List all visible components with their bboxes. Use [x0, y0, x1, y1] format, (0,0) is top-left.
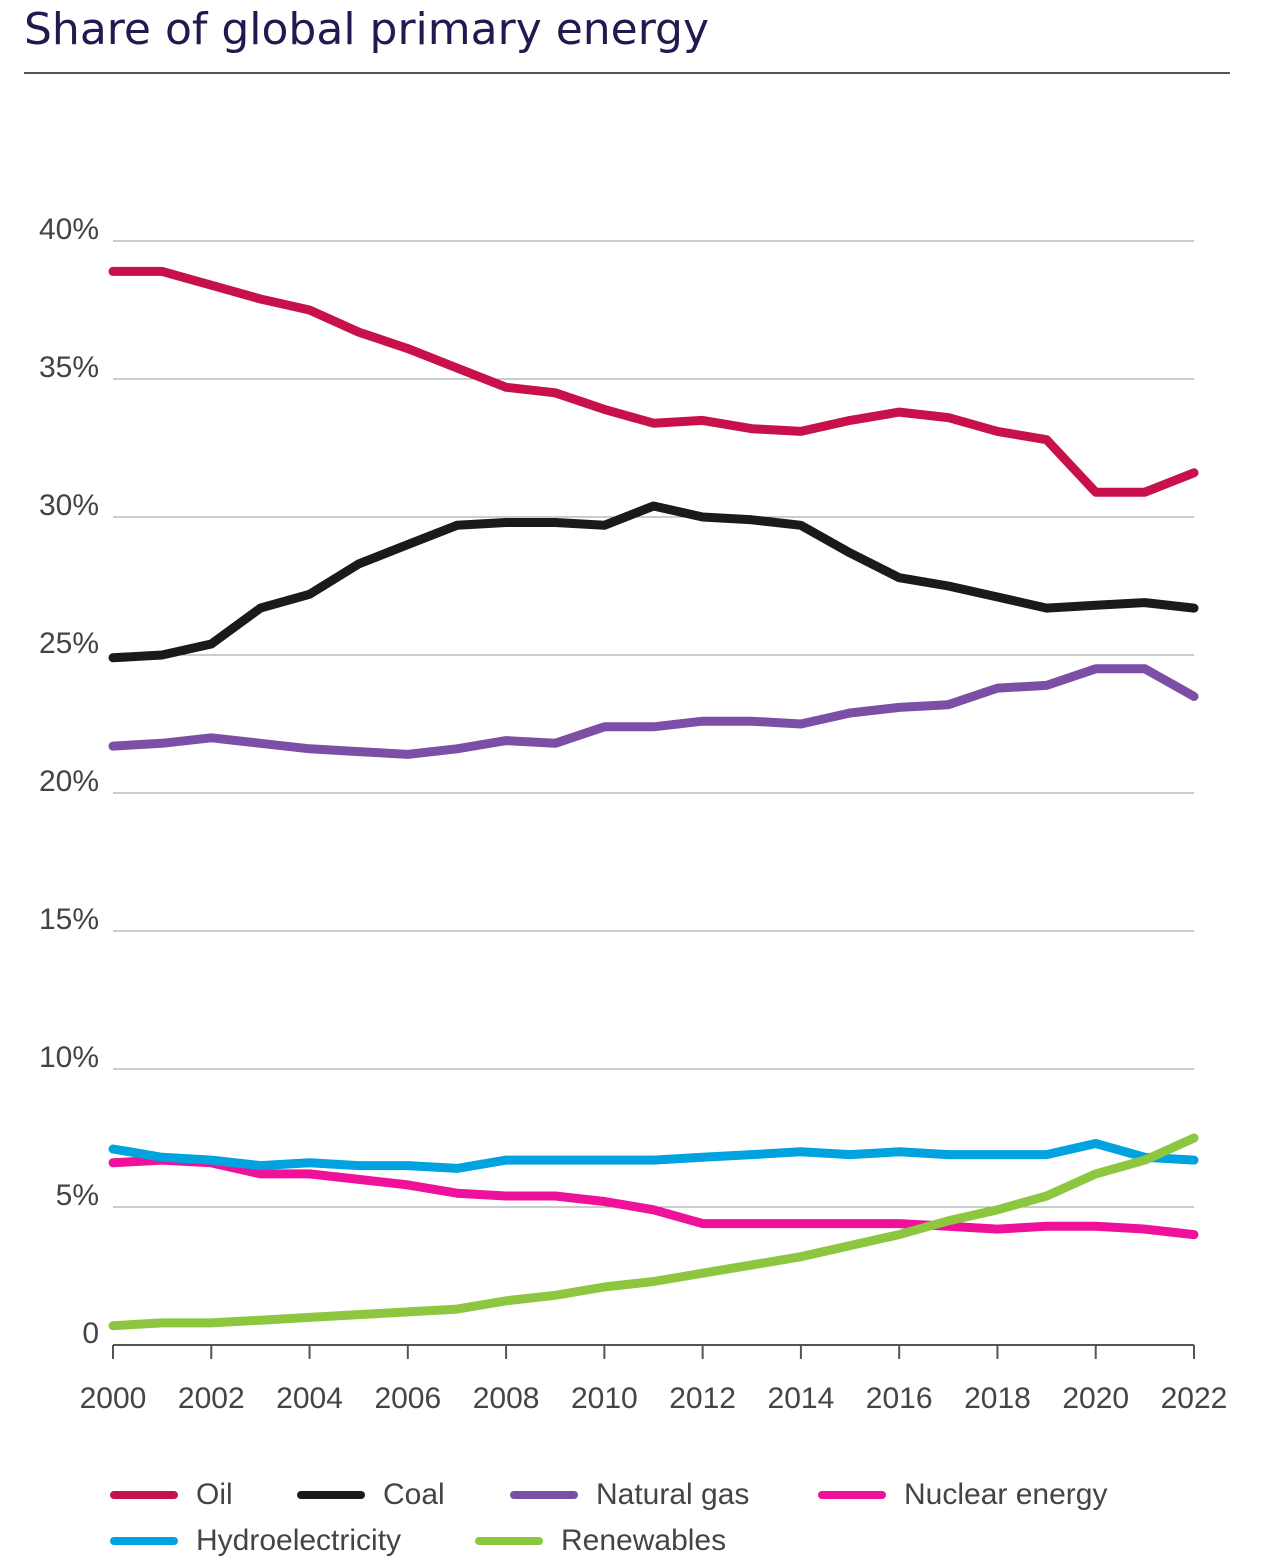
x-tick-label: 2022 — [1161, 1382, 1228, 1415]
chart-title: Share of global primary energy — [24, 4, 710, 55]
legend-label-nuclear-energy: Nuclear energy — [904, 1478, 1108, 1511]
x-tick-label: 2002 — [178, 1382, 245, 1415]
series-line-hydroelectricity — [108, 1139, 1199, 1173]
legend-item-renewables: Renewables — [475, 1521, 726, 1561]
x-tick-label: 2018 — [964, 1382, 1031, 1415]
y-tick-label: 35% — [39, 351, 99, 384]
x-tick-label: 2000 — [80, 1382, 147, 1415]
series-line-oil — [108, 266, 1199, 497]
series-line-natural-gas — [108, 664, 1199, 759]
x-tick-label: 2014 — [768, 1382, 835, 1415]
y-tick-label: 30% — [39, 489, 99, 522]
legend-item-oil: Oil — [110, 1475, 233, 1515]
legend-label-hydroelectricity: Hydroelectricity — [196, 1524, 402, 1557]
legend-item-natural-gas: Natural gas — [510, 1475, 749, 1515]
x-axis-ticks: 2000 2002 2004 2006 2008 2010 2012 2014 2016 2018… — [80, 1345, 1228, 1415]
legend-item-coal: Coal — [297, 1475, 445, 1515]
legend-swatch-nuclear-energy — [818, 1491, 886, 1499]
y-axis-ticks: 0 5% 10% 15% 20% 25% 30% 35% 40% — [39, 213, 99, 1350]
legend-swatch-renewables — [475, 1537, 543, 1545]
legend-swatch-hydroelectricity — [110, 1537, 178, 1545]
y-tick-label: 25% — [39, 627, 99, 660]
legend-swatch-oil — [110, 1491, 178, 1499]
y-tick-label: 15% — [39, 903, 99, 936]
series-line-nuclear-energy — [108, 1155, 1199, 1240]
y-tick-label: 20% — [39, 765, 99, 798]
x-tick-label: 2006 — [374, 1382, 441, 1415]
x-tick-label: 2012 — [669, 1382, 736, 1415]
legend-label-coal: Coal — [383, 1478, 445, 1511]
y-tick-label: 40% — [39, 213, 99, 246]
x-tick-label: 2004 — [276, 1382, 343, 1415]
series-line-renewables — [108, 1133, 1199, 1331]
x-tick-label: 2008 — [473, 1382, 540, 1415]
x-tick-label: 2010 — [571, 1382, 638, 1415]
x-tick-label: 2016 — [866, 1382, 933, 1415]
legend-item-nuclear-energy: Nuclear energy — [818, 1475, 1107, 1515]
y-tick-label: 0 — [82, 1317, 99, 1350]
legend-label-oil: Oil — [196, 1478, 233, 1511]
legend-swatch-natural-gas — [510, 1491, 578, 1499]
series-lines — [108, 266, 1199, 1331]
series-line-coal — [108, 501, 1199, 663]
x-tick-label: 2020 — [1062, 1382, 1129, 1415]
legend-swatch-coal — [297, 1491, 365, 1499]
legend-item-hydroelectricity: Hydroelectricity — [110, 1521, 401, 1561]
title-divider — [24, 72, 1230, 74]
legend-label-natural-gas: Natural gas — [596, 1478, 750, 1511]
legend-label-renewables: Renewables — [561, 1524, 727, 1557]
y-tick-label: 10% — [39, 1041, 99, 1074]
y-tick-label: 5% — [56, 1179, 99, 1212]
